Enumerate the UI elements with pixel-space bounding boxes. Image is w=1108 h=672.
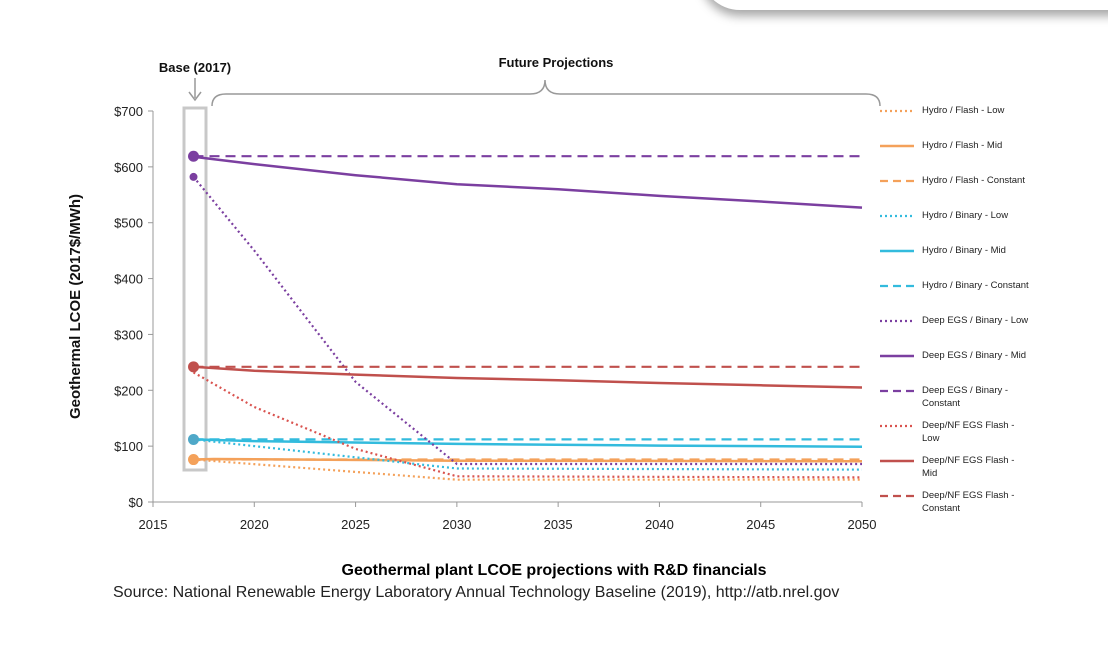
x-tick-label: 2015: [139, 517, 168, 532]
legend-item: Deep/NF EGS Flash - Mid: [880, 454, 1032, 484]
base-value-marker: [188, 150, 200, 162]
series-line: [193, 438, 863, 471]
base-value-marker: [188, 454, 200, 466]
y-tick-label: $200: [114, 383, 143, 398]
y-tick-label: $0: [129, 495, 143, 510]
base-year-label: Base (2017): [159, 60, 231, 75]
legend-label: Hydro / Flash - Low: [922, 105, 1005, 116]
legend-label: Hydro / Binary - Mid: [922, 245, 1006, 256]
chart-title: Geothermal plant LCOE projections with R…: [341, 562, 767, 579]
legend-swatch: [880, 179, 914, 183]
legend-item: Deep EGS / Binary - Low: [880, 314, 1032, 344]
legend-item: Deep/NF EGS Flash - Low: [880, 419, 1032, 449]
legend-item: Deep EGS / Binary - Constant: [880, 384, 1032, 414]
series-line: [193, 155, 863, 209]
y-tick-label: $100: [114, 439, 143, 454]
legend-label: Deep EGS / Binary - Low: [922, 315, 1029, 326]
x-tick-label: 2025: [341, 517, 370, 532]
x-tick-label: 2035: [544, 517, 573, 532]
legend-swatch: [880, 319, 914, 323]
base-arrow-head: [188, 91, 202, 102]
y-tick-label: $700: [114, 104, 143, 119]
legend-label: Hydro / Flash - Constant: [922, 175, 1025, 186]
legend-label: Deep/NF EGS Flash - Low: [922, 420, 1015, 444]
future-projections-label: Future Projections: [499, 55, 614, 70]
base-year-box: [182, 106, 208, 472]
legend-swatch: [880, 389, 914, 393]
legend-item: Hydro / Binary - Constant: [880, 279, 1032, 309]
window-edge-shadow: [700, 0, 1108, 10]
series-line: [193, 438, 863, 448]
y-tick-label: $400: [114, 272, 143, 287]
legend-label: Deep EGS / Binary - Mid: [922, 350, 1027, 361]
series-line: [193, 365, 863, 389]
legend-item: Hydro / Flash - Constant: [880, 174, 1032, 204]
legend-item: Hydro / Binary - Mid: [880, 244, 1032, 274]
legend-item: Hydro / Flash - Low: [880, 104, 1032, 134]
legend-item: Deep/NF EGS Flash - Constant: [880, 489, 1032, 519]
legend-swatch: [880, 494, 914, 498]
legend-swatch: [880, 459, 914, 463]
y-tick-label: $500: [114, 216, 143, 231]
legend-label: Hydro / Binary - Low: [922, 210, 1009, 221]
series-line: [192, 176, 862, 466]
legend-swatch: [880, 214, 914, 218]
legend-label: Deep/NF EGS Flash - Mid: [922, 455, 1015, 479]
x-tick-label: 2040: [645, 517, 674, 532]
legend-swatch: [880, 424, 914, 428]
y-axis-label: Geothermal LCOE (2017$/MWh): [67, 194, 84, 419]
future-projections-brace: [211, 79, 881, 107]
legend-label: Hydro / Flash - Mid: [922, 140, 1003, 151]
base-value-marker: [188, 433, 200, 445]
legend-label: Deep EGS / Binary - Constant: [922, 385, 1009, 409]
legend-swatch: [880, 354, 914, 358]
legend-item: Hydro / Flash - Mid: [880, 139, 1032, 169]
series-line: [192, 371, 863, 479]
legend-label: Hydro / Binary - Constant: [922, 280, 1029, 291]
base-value-marker: [188, 361, 200, 373]
legend-label: Deep/NF EGS Flash - Constant: [922, 490, 1015, 514]
x-tick-label: 2030: [442, 517, 471, 532]
chart-source: Source: National Renewable Energy Labora…: [113, 584, 840, 601]
x-tick-label: 2050: [848, 517, 877, 532]
series-line: [193, 457, 863, 463]
legend-item: Deep EGS / Binary - Mid: [880, 349, 1032, 379]
legend-swatch: [880, 109, 914, 113]
legend-swatch: [880, 249, 914, 253]
legend-swatch: [880, 144, 914, 148]
legend-swatch: [880, 284, 914, 288]
y-tick-label: $600: [114, 160, 143, 175]
y-tick-label: $300: [114, 327, 143, 342]
base-value-marker: [189, 172, 198, 181]
x-tick-label: 2045: [746, 517, 775, 532]
x-tick-label: 2020: [240, 517, 269, 532]
legend-item: Hydro / Binary - Low: [880, 209, 1032, 239]
